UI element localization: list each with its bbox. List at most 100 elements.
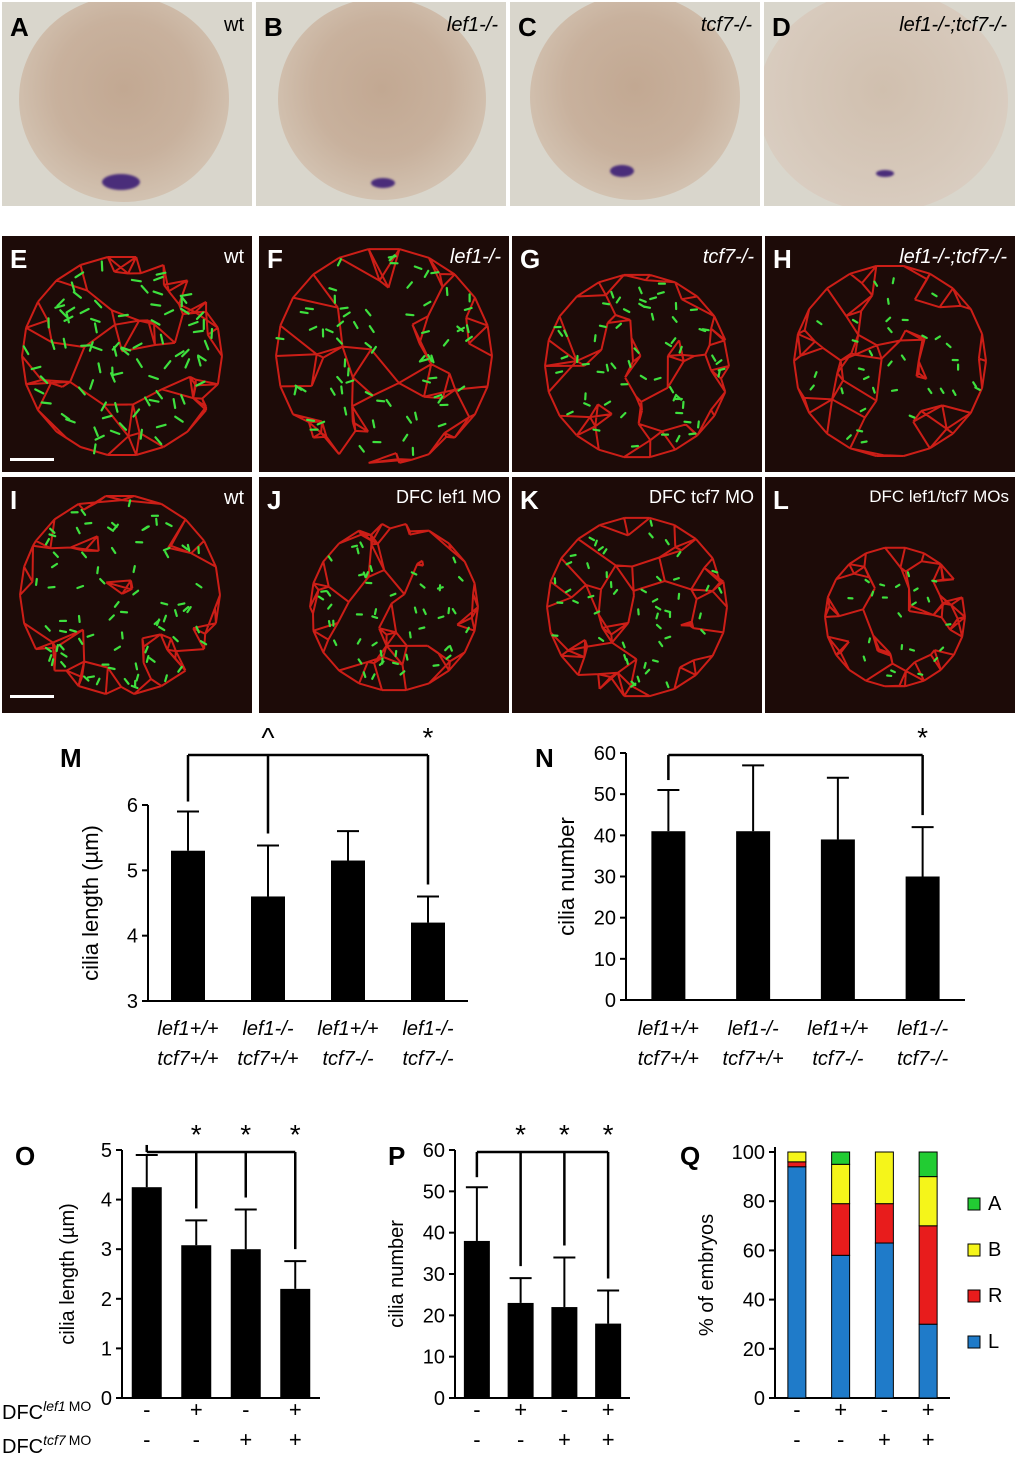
cilium <box>97 362 102 374</box>
panel-letter: B <box>264 12 283 42</box>
cilium <box>368 325 375 334</box>
cilium <box>560 355 569 360</box>
treatment-sign: + <box>239 1427 252 1452</box>
cilium <box>90 317 101 323</box>
cilium <box>593 334 597 343</box>
cilium <box>650 312 655 321</box>
dfc-stain <box>610 165 634 177</box>
y-tick-label: 60 <box>594 743 616 765</box>
cilium <box>906 571 911 578</box>
kv-confocal-image <box>309 522 479 692</box>
bar <box>230 1249 261 1398</box>
cilium <box>394 649 398 658</box>
cilium <box>88 341 94 352</box>
cilium <box>275 336 285 341</box>
y-tick-label: 20 <box>423 1305 445 1327</box>
cilium <box>177 602 186 606</box>
treatment-row-label: DFCtcf7 MO <box>2 1432 91 1458</box>
cilium <box>335 337 343 345</box>
cilium <box>378 660 385 667</box>
cilium <box>420 358 429 363</box>
cilium <box>362 671 367 679</box>
cilium <box>673 577 680 581</box>
cilium <box>664 635 672 640</box>
cilium <box>130 278 142 283</box>
cilium <box>620 411 627 419</box>
cilium <box>597 545 604 552</box>
stacked-segment <box>787 1161 807 1168</box>
cilium <box>593 539 598 547</box>
cilium <box>101 414 113 420</box>
cilium <box>50 658 55 667</box>
cell-membrane-network <box>546 516 728 698</box>
cilium <box>566 410 574 416</box>
cilium <box>379 649 383 657</box>
cilium <box>174 350 185 358</box>
cilium <box>638 298 647 303</box>
cilium <box>688 432 697 436</box>
cilium <box>705 584 710 592</box>
genotype-label: tcf7-/- <box>702 246 754 268</box>
treatment-sign: - <box>473 1397 480 1422</box>
cilium <box>174 415 184 423</box>
stacked-segment <box>831 1163 851 1205</box>
cilium <box>65 418 76 424</box>
cilium <box>873 280 879 287</box>
cilium <box>927 387 933 395</box>
cilium <box>857 367 865 371</box>
panel-e: E wt <box>2 236 252 472</box>
genotype-label: lef1-/- <box>449 246 501 268</box>
cilium <box>465 626 470 634</box>
cilium <box>649 519 653 527</box>
cilium <box>34 388 45 395</box>
treatment-sign: + <box>834 1397 847 1422</box>
y-axis-label: cilia number <box>386 1220 408 1328</box>
significance-marker: * <box>515 1119 526 1150</box>
cilium <box>120 346 132 352</box>
cilium <box>586 562 590 570</box>
cilium <box>48 527 56 534</box>
x-category-label: tcf7+/+ <box>723 1048 784 1070</box>
y-tick-label: 5 <box>101 1140 112 1162</box>
cilium <box>879 583 886 587</box>
cilium <box>388 254 396 262</box>
cilium <box>371 641 378 647</box>
cell-membrane-network <box>275 248 493 464</box>
cilium <box>658 640 664 648</box>
cilium <box>34 577 38 587</box>
cilium <box>117 313 129 318</box>
cilium <box>615 296 622 304</box>
legend-label: R <box>988 1285 1002 1307</box>
cilium <box>182 605 190 612</box>
treatment-sign: + <box>602 1397 615 1422</box>
cilium <box>79 307 90 315</box>
y-axis-label: cilia length (µm) <box>78 825 103 981</box>
cilium <box>654 605 662 611</box>
significance-marker: * <box>559 1119 570 1150</box>
cilium <box>370 345 378 354</box>
cilium <box>195 582 203 589</box>
cilium <box>868 349 874 357</box>
cilium <box>423 300 432 307</box>
treatment-sign: - <box>561 1397 568 1422</box>
cilia-group <box>34 499 208 690</box>
cilium <box>181 544 189 551</box>
cilia-group <box>551 519 723 689</box>
y-tick-label: 0 <box>605 990 616 1012</box>
cilium <box>872 386 876 394</box>
legend-swatch <box>967 1243 981 1257</box>
cilium <box>891 277 895 285</box>
cilia-group <box>809 277 981 444</box>
cilium <box>851 339 859 343</box>
cilium <box>120 631 124 640</box>
panel-l: L DFC lef1/tcf7 MOs <box>765 477 1015 713</box>
cilium <box>55 644 59 653</box>
cilium <box>676 550 682 558</box>
cilium <box>671 316 678 323</box>
cilium <box>564 588 572 594</box>
y-axis-label: cilia length (µm) <box>57 1203 79 1345</box>
cilium <box>371 673 376 680</box>
treatment-sign: - <box>143 1427 150 1452</box>
y-tick-label: 10 <box>594 949 616 971</box>
cilium <box>711 569 719 574</box>
